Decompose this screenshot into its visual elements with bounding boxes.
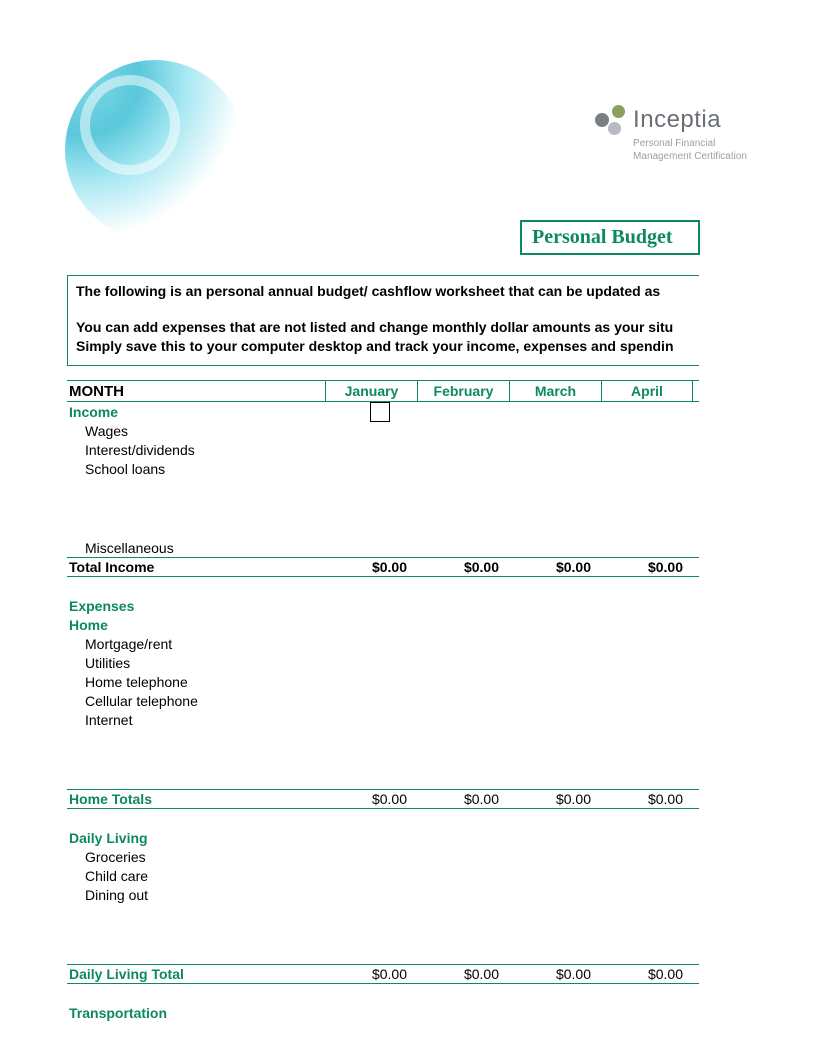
logo-text: Inceptia	[633, 106, 721, 134]
logo-mark-icon	[595, 105, 625, 135]
home-totals-val: $0.00	[325, 791, 417, 807]
income-item[interactable]: School loans	[67, 461, 325, 477]
intro-text-box: The following is an personal annual budg…	[67, 275, 699, 366]
daily-item[interactable]: Child care	[67, 868, 325, 884]
home-totals-label: Home Totals	[67, 791, 325, 807]
intro-paragraph-2a: You can add expenses that are not listed…	[76, 319, 673, 335]
brand-logo: Inceptia Personal Financial Management C…	[595, 105, 747, 163]
decorative-header-graphic	[65, 60, 245, 240]
total-income-val: $0.00	[325, 559, 417, 575]
home-item[interactable]: Internet	[67, 712, 325, 728]
total-income-label: Total Income	[67, 559, 325, 575]
active-cell-cursor[interactable]	[370, 402, 390, 422]
home-item[interactable]: Mortgage/rent	[67, 636, 325, 652]
total-income-val: $0.00	[417, 559, 509, 575]
home-totals-val: $0.00	[509, 791, 601, 807]
home-totals-val: $0.00	[417, 791, 509, 807]
daily-total-val: $0.00	[325, 966, 417, 982]
total-income-val: $0.00	[601, 559, 693, 575]
month-label: MONTH	[67, 383, 325, 400]
home-header: Home	[67, 617, 325, 633]
logo-subtitle-2: Management Certification	[633, 150, 747, 163]
daily-living-total-label: Daily Living Total	[67, 966, 325, 982]
logo-subtitle-1: Personal Financial	[633, 137, 747, 150]
transportation-header: Transportation	[67, 1005, 325, 1021]
income-item[interactable]: Interest/dividends	[67, 442, 325, 458]
daily-total-val: $0.00	[417, 966, 509, 982]
month-col-mar[interactable]: March	[509, 381, 601, 401]
intro-paragraph-2b: Simply save this to your computer deskto…	[76, 338, 674, 354]
month-header-row: MONTH January February March April	[67, 380, 699, 402]
income-item[interactable]: Wages	[67, 423, 325, 439]
daily-total-val: $0.00	[509, 966, 601, 982]
daily-total-val: $0.00	[601, 966, 693, 982]
income-header: Income	[67, 404, 325, 420]
month-col-jan[interactable]: January	[325, 381, 417, 401]
home-item[interactable]: Utilities	[67, 655, 325, 671]
expenses-header: Expenses	[67, 598, 325, 614]
total-income-row: Total Income $0.00 $0.00 $0.00 $0.00	[67, 557, 699, 577]
home-item[interactable]: Home telephone	[67, 674, 325, 690]
daily-item[interactable]: Groceries	[67, 849, 325, 865]
daily-living-total-row: Daily Living Total $0.00 $0.00 $0.00 $0.…	[67, 964, 699, 984]
month-col-apr[interactable]: April	[601, 381, 693, 401]
total-income-val: $0.00	[509, 559, 601, 575]
document-title: Personal Budget	[520, 220, 700, 255]
home-item[interactable]: Cellular telephone	[67, 693, 325, 709]
daily-living-header: Daily Living	[67, 830, 325, 846]
home-totals-val: $0.00	[601, 791, 693, 807]
home-totals-row: Home Totals $0.00 $0.00 $0.00 $0.00	[67, 789, 699, 809]
daily-item[interactable]: Dining out	[67, 887, 325, 903]
budget-table: MONTH January February March April Incom…	[67, 380, 699, 1022]
intro-paragraph-1: The following is an personal annual budg…	[76, 282, 691, 302]
month-col-feb[interactable]: February	[417, 381, 509, 401]
income-item[interactable]: Miscellaneous	[67, 540, 325, 556]
